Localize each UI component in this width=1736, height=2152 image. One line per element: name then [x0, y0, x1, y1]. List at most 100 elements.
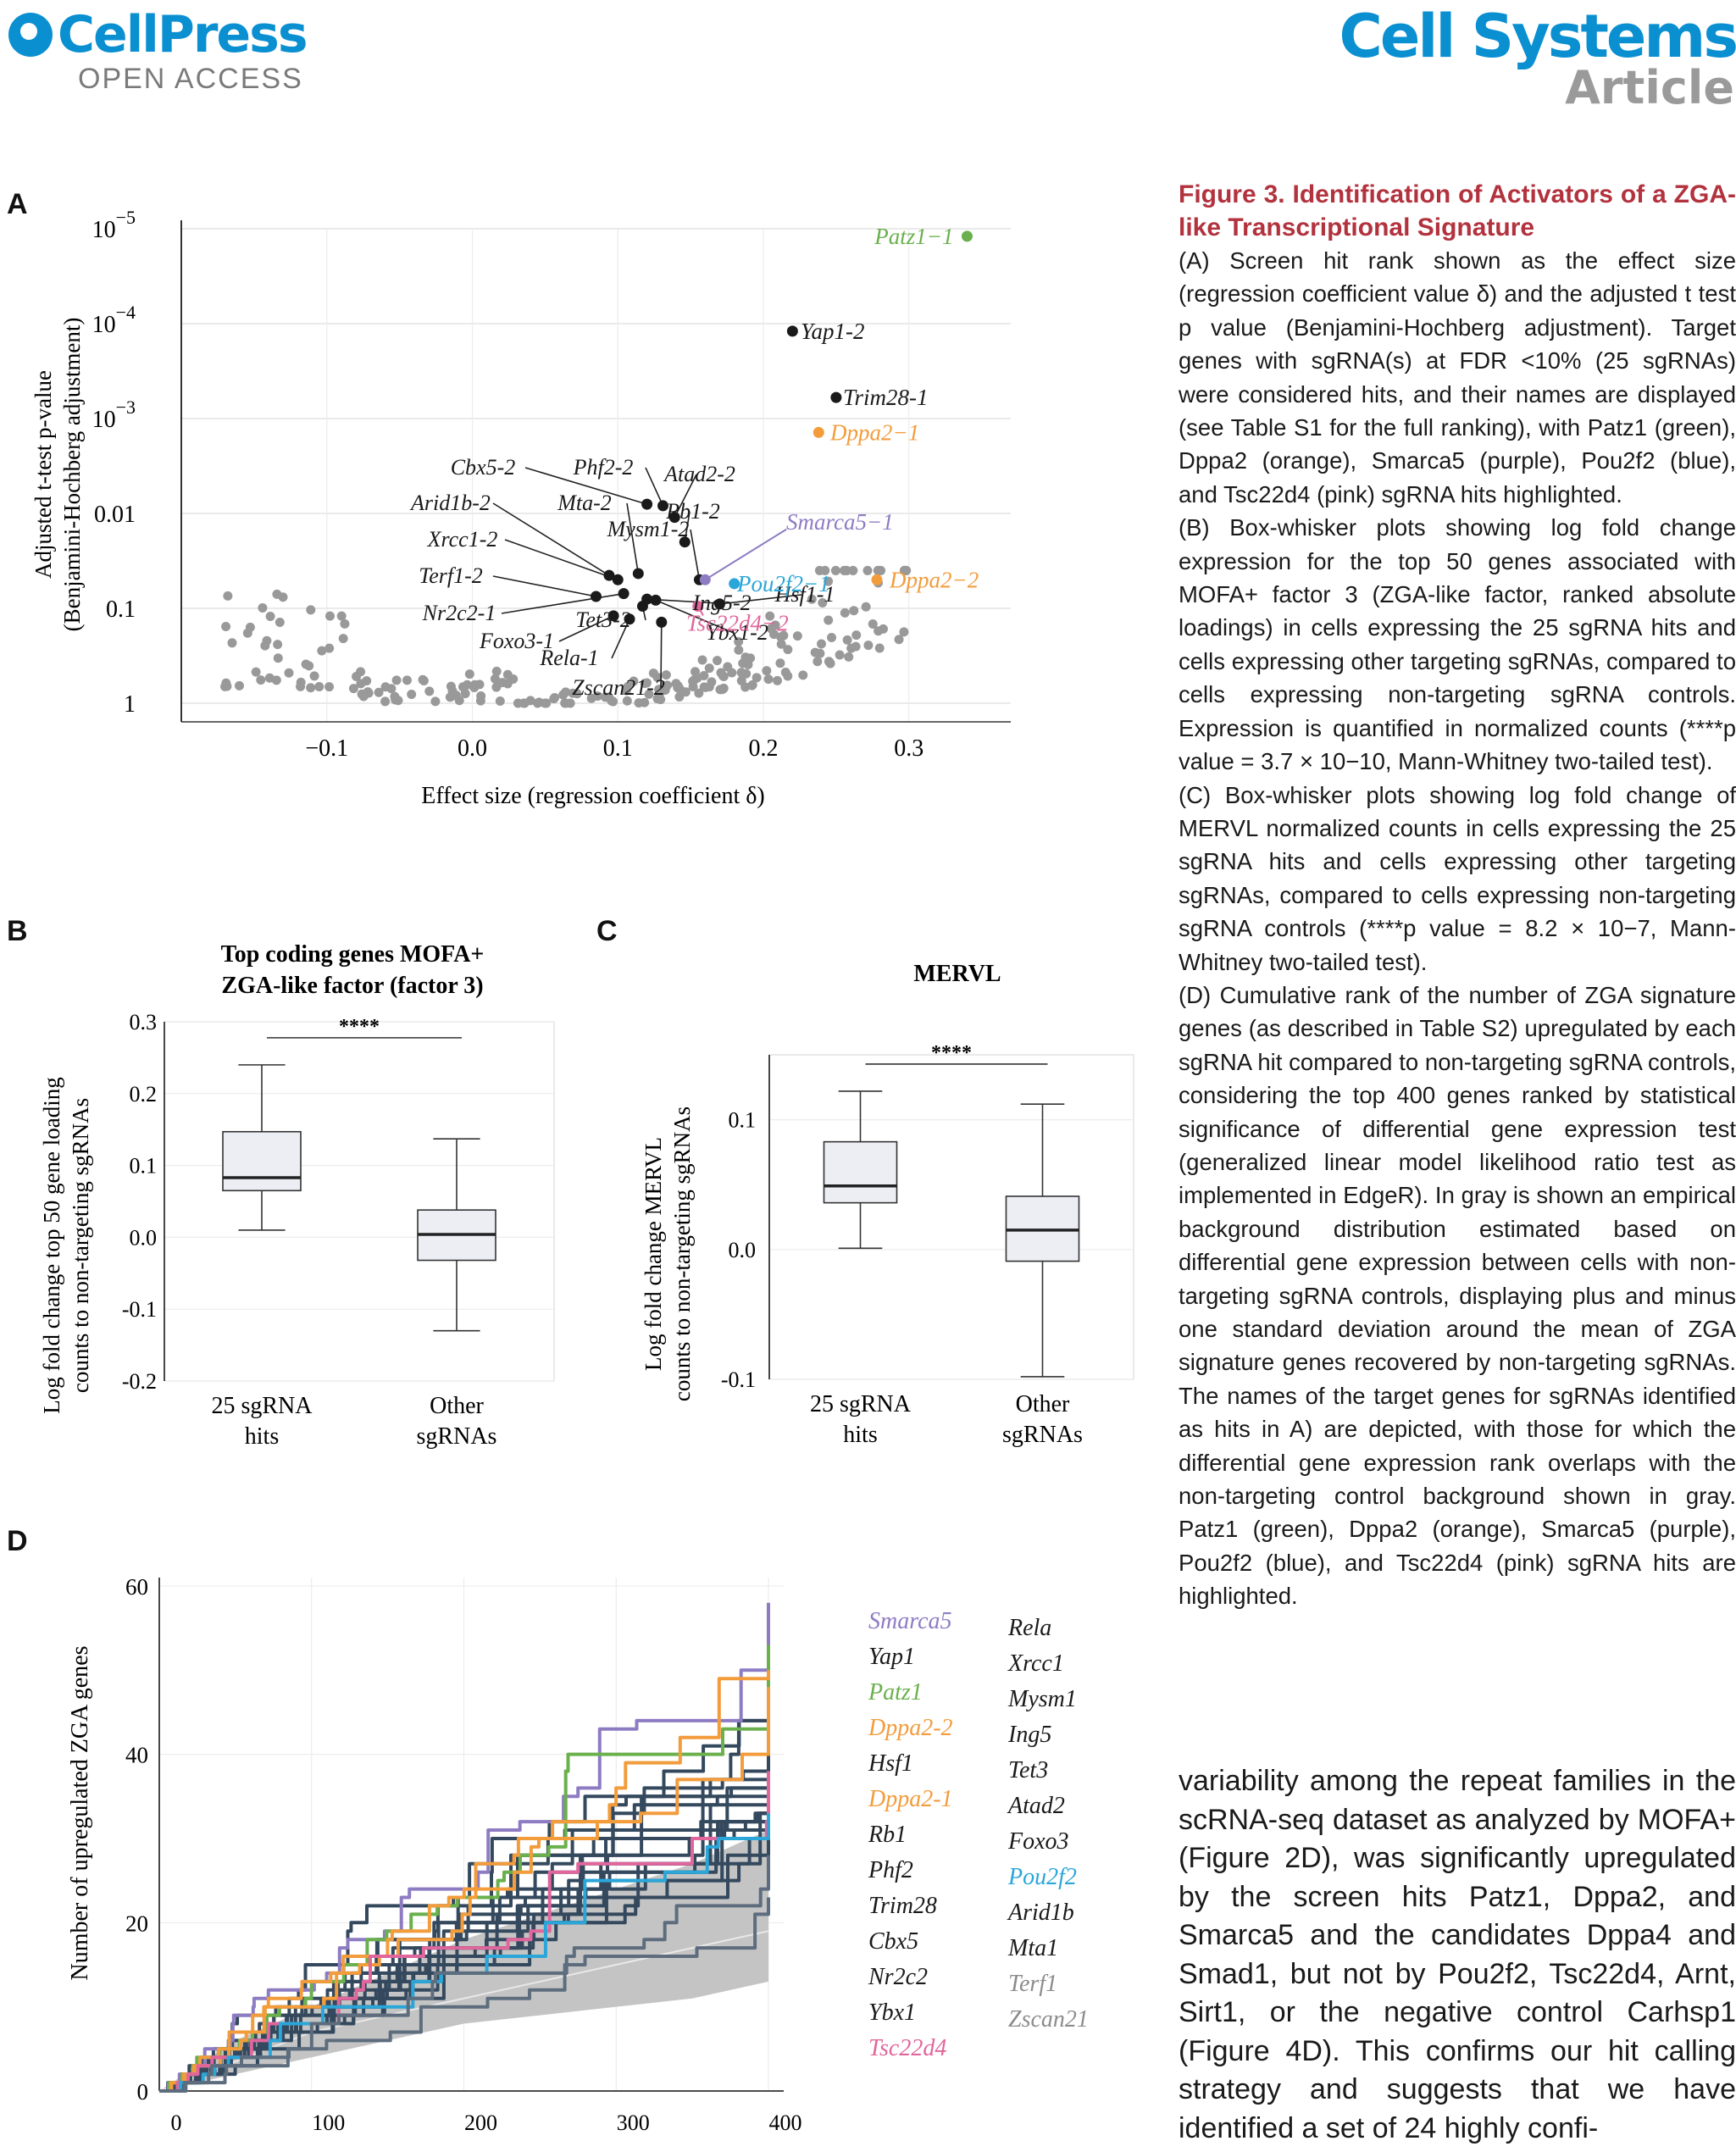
- panel-a-ytick: 0.1: [106, 596, 136, 623]
- panel-a-hit-label: Zscan21-2: [572, 675, 665, 700]
- panel-a-highlight-label: Tsc22d4−2: [686, 611, 789, 636]
- panel-a-background-point: [357, 689, 367, 699]
- box-ytick: 0.0: [729, 1238, 757, 1262]
- panel-a-hit-label: Xrcc1-2: [427, 527, 498, 552]
- panel-a-hit-point: [656, 616, 668, 628]
- panel-a-background-point: [519, 698, 530, 708]
- panel-a-background-point: [798, 670, 808, 680]
- panel-a-background-point: [848, 565, 858, 575]
- panel-a-background-point: [816, 639, 826, 649]
- box-ytick: 0.3: [130, 1010, 158, 1034]
- panel-a-hit-label: Phf2-2: [573, 455, 634, 480]
- panel-d-ytick: 60: [125, 1574, 148, 1600]
- panel-letter-a: A: [7, 188, 28, 220]
- panel-d-legend-entry: Cbx5: [868, 1928, 918, 1955]
- panel-a-ytick: 10−3: [92, 397, 136, 433]
- panel-d-xtick: 0: [171, 2110, 182, 2135]
- panel-a-background-point: [301, 659, 311, 669]
- panel-a-hit-point: [607, 610, 619, 622]
- panel-d-legend-entry: Yap1: [868, 1644, 915, 1670]
- panel-a-background-point: [718, 685, 728, 695]
- panel-a-background-point: [775, 658, 785, 668]
- panel-d-legend-entry: Smarca5: [868, 1608, 952, 1634]
- panel-a-background-point: [827, 633, 837, 643]
- panel-a-background-point: [600, 692, 610, 702]
- panel-a-background-point: [780, 668, 790, 678]
- panel-d-legend-entry: Ing5: [1007, 1722, 1051, 1748]
- box-category-label: hits: [245, 1423, 279, 1450]
- box-ytick: 0.0: [130, 1225, 158, 1250]
- panel-a-background-point: [861, 602, 871, 612]
- panel-a-background-point: [840, 565, 850, 575]
- panel-a-background-point: [874, 565, 885, 575]
- panel-a-background-point: [386, 684, 397, 694]
- panel-a-background-point: [762, 666, 772, 676]
- panel-a-background-point: [674, 684, 685, 694]
- panel-a-background-point: [502, 679, 513, 689]
- panel-a-background-point: [701, 682, 711, 692]
- panel-a-background-point: [807, 594, 817, 604]
- panel-a-highlight-point: [813, 426, 824, 438]
- panel-d-legend-entry: Trim28: [868, 1893, 937, 1919]
- panel-a-background-point: [419, 675, 429, 685]
- panel-a-highlight-label: Pou2f2−1: [736, 571, 830, 596]
- panel-a-hit-label: Cbx5-2: [451, 455, 516, 480]
- significance-marker: ****: [931, 1042, 972, 1064]
- panel-a-background-point: [402, 675, 412, 685]
- panel-a-background-point: [340, 618, 350, 629]
- panel-a-background-point: [849, 606, 859, 616]
- panel-a-background-point: [273, 640, 283, 650]
- panel-a-background-point: [899, 627, 909, 637]
- panel-a-background-point: [741, 668, 752, 679]
- panel-a-background-point: [324, 682, 335, 692]
- panel-a-background-point: [348, 684, 358, 694]
- panel-a-background-point: [273, 653, 283, 663]
- panel-b-title-2: ZGA-like factor (factor 3): [221, 973, 483, 999]
- caption-paragraph-b: (B) Box-whisker plots showing log fold c…: [1179, 514, 1736, 775]
- panel-a-highlight-label: Trim28-1: [843, 385, 929, 410]
- panel-a-background-point: [393, 696, 403, 706]
- open-access-label: OPEN ACCESS: [78, 63, 303, 95]
- panel-d-series-line: [159, 1813, 770, 2093]
- panel-a-background-point: [783, 645, 793, 655]
- panel-a-background-point: [363, 688, 374, 698]
- panel-a-background-point: [661, 670, 671, 680]
- panel-a-hit-label: Terf1-2: [419, 563, 483, 588]
- panel-a-background-point: [648, 668, 658, 679]
- panel-a-background-point: [713, 656, 723, 666]
- panel-a-background-point: [734, 645, 744, 655]
- panel-d-legend-entry: Arid1b: [1007, 1900, 1074, 1926]
- panel-a-background-point: [227, 638, 237, 648]
- panel-a-background-point: [835, 650, 845, 660]
- panel-a-hit-point: [632, 568, 644, 580]
- box-category-label: sgRNAs: [1002, 1422, 1083, 1448]
- body-text: variability among the repeat families in…: [1179, 1765, 1736, 2144]
- panel-a-highlight-label: Smarca5−1: [786, 509, 894, 535]
- panel-a-hit-label: Hsf1-1: [774, 582, 835, 607]
- panel-a-hit-point: [603, 569, 615, 581]
- panel-d-xtick: 400: [769, 2110, 802, 2135]
- panel-a-background-point: [549, 694, 559, 704]
- panel-a-background-point: [324, 643, 335, 653]
- panel-d-legend-entry: Tsc22d4: [868, 2035, 946, 2061]
- panel-a-background-point: [770, 620, 780, 630]
- panel-a-background-point: [558, 690, 568, 700]
- panel-a-hit-point: [679, 536, 691, 548]
- panel-a-background-point: [265, 611, 275, 621]
- panel-a-background-point: [723, 662, 733, 672]
- panel-a-ytick: 1: [124, 691, 136, 718]
- panel-a-hit-label: Nr2c2-1: [422, 601, 496, 625]
- box-category-label: sgRNAs: [417, 1423, 497, 1450]
- panel-d-series-line: [159, 1687, 770, 2093]
- panel-a-scatter-chart: 10−5 10−4 10−3 0.01 0.1 1 −0.1 0.0 0.1 0.2 0.3 Cb…: [31, 207, 1011, 809]
- box-rect: [222, 1130, 302, 1192]
- panel-a-background-point: [264, 673, 275, 683]
- panel-a-xtick: 0.0: [458, 735, 487, 762]
- panel-a-background-point: [491, 666, 502, 676]
- panel-a-hit-point: [612, 574, 624, 585]
- panel-c-box-chart: MERVL 0.1 0.0 -0.1 25 sgRNA hits Other sgRNAs *…: [641, 961, 1134, 1448]
- panel-d-series-line: [159, 1670, 770, 2093]
- panel-a-background-point: [221, 622, 231, 632]
- panel-c-ylabel-2: counts to non-targeting sgRNAs: [669, 1107, 695, 1401]
- panel-a-background-point: [840, 607, 850, 618]
